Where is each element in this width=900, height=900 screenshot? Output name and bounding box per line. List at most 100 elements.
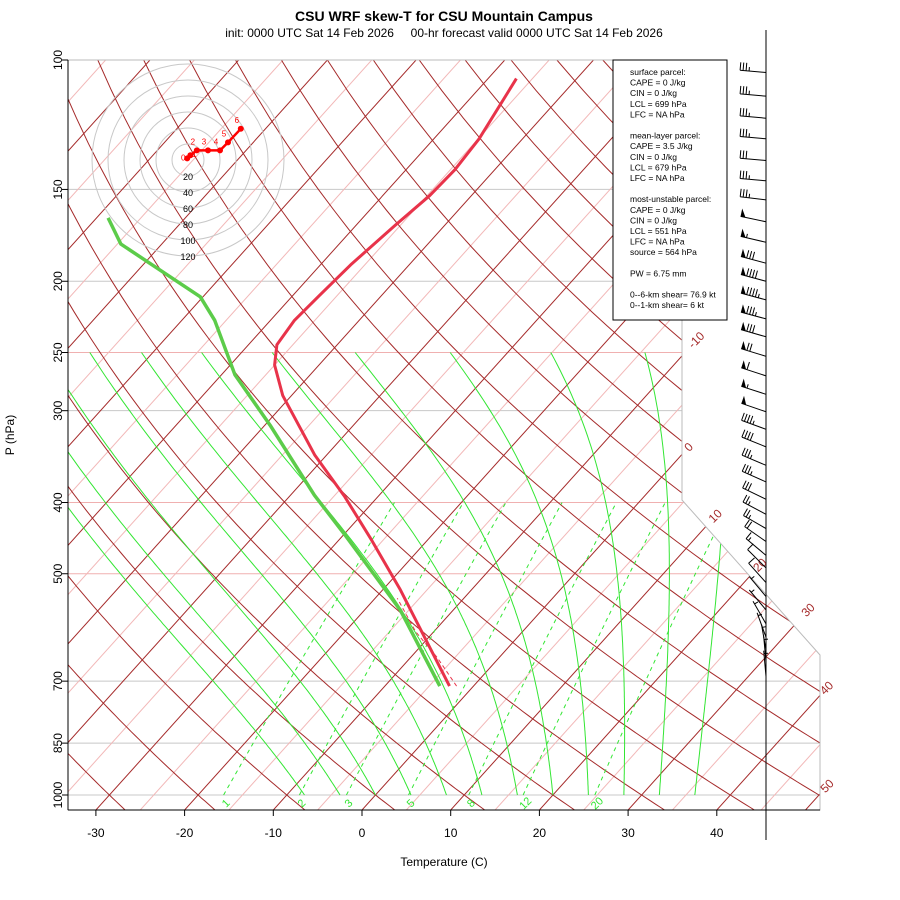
mixing-ratio-line <box>345 502 507 796</box>
moist-adiabat <box>89 352 412 796</box>
wind-barb <box>741 378 767 395</box>
dry-adiabat <box>217 60 820 810</box>
x-tick-label: 0 <box>359 826 366 840</box>
hodograph-point <box>217 147 223 154</box>
isotherm-line <box>582 60 820 810</box>
hodograph-ring-label: 60 <box>183 204 193 214</box>
isotherm-line <box>272 60 820 810</box>
isotherm-label: 0 <box>681 439 696 454</box>
isotherm-line <box>538 60 820 810</box>
p-tick-label: 700 <box>51 671 65 691</box>
hodograph-point-label: 1 <box>192 150 197 159</box>
wind-barb-staff <box>740 323 767 338</box>
wind-barb-staff <box>748 575 767 597</box>
mixing-ratio-line <box>594 502 730 796</box>
dry-adiabat <box>306 60 820 810</box>
dry-adiabat <box>68 60 486 810</box>
dry-adiabat <box>68 60 396 810</box>
wind-barb <box>740 228 767 243</box>
wind-barb-pennant <box>741 341 746 351</box>
info-line: 0--6-km shear= 76.9 kt <box>630 290 716 300</box>
info-line: CIN = 0 J/kg <box>630 215 677 225</box>
info-line: CIN = 0 J/kg <box>630 88 677 98</box>
parcel-line <box>396 598 458 687</box>
wind-barb <box>739 128 767 140</box>
wind-barb <box>744 519 767 542</box>
info-line: mean-layer parcel: <box>630 131 700 141</box>
wind-barb-staff <box>743 508 767 529</box>
hodograph-point <box>225 139 231 146</box>
wind-barb-staff <box>740 215 767 223</box>
wind-barb <box>742 480 767 500</box>
hodograph-point-label: 3 <box>202 137 207 146</box>
wind-barb-staff <box>741 447 767 466</box>
dry-adiabat <box>68 60 576 810</box>
isotherm-line <box>849 26 900 810</box>
wind-barb <box>763 636 769 663</box>
hodograph-point-label: 5 <box>222 129 227 138</box>
wind-barb <box>741 447 767 466</box>
mixing-ratio-line <box>223 502 395 796</box>
wind-barb <box>739 170 767 182</box>
info-line: source = 564 hPa <box>630 247 697 257</box>
wind-barb <box>740 208 767 223</box>
dry-adiabat <box>68 60 127 810</box>
wind-barb-staff <box>747 543 767 569</box>
x-tick-label: -20 <box>176 826 194 840</box>
wind-barb-staff <box>739 85 767 97</box>
wind-barbs <box>739 62 769 677</box>
p-tick-label: 200 <box>51 271 65 291</box>
p-tick-label: 300 <box>51 400 65 420</box>
hodograph-point <box>237 125 244 132</box>
hodograph-ring-label: 80 <box>183 220 193 230</box>
isotherm-line <box>715 60 820 810</box>
hodograph-point-label: 2 <box>191 137 196 146</box>
hodograph-point <box>193 147 200 154</box>
hodograph-ring <box>155 127 221 193</box>
wind-barb <box>739 85 767 97</box>
x-tick-label: 20 <box>533 826 547 840</box>
p-tick-label: 500 <box>51 563 65 583</box>
x-tick-label: 40 <box>710 826 724 840</box>
mixing-ratio-label: 2 <box>296 797 309 810</box>
wind-barb-staff <box>741 384 767 395</box>
isotherm-line <box>68 60 359 810</box>
info-line: CAPE = 0 J/kg <box>630 78 686 88</box>
wind-barb <box>748 575 767 597</box>
dry-adiabat <box>68 60 756 810</box>
wind-barb <box>763 650 769 677</box>
wind-barb-staff <box>739 128 767 140</box>
wind-barb <box>740 266 767 282</box>
info-line: surface parcel: <box>630 67 686 77</box>
wind-barb-staff <box>740 250 767 264</box>
isotherm-line <box>68 60 447 810</box>
wind-barb-pennant <box>740 208 746 218</box>
wind-barb-pennant <box>740 228 746 238</box>
wind-barb-staff <box>741 429 767 448</box>
info-line: LFC = NA hPa <box>630 109 685 119</box>
isotherm-line <box>68 60 713 810</box>
dry-adiabat <box>68 60 666 810</box>
hodograph: 20 40 60 80 100 120 0 1 2 3 456 <box>91 63 285 262</box>
wind-barb <box>742 494 767 515</box>
wind-barb-pennant <box>740 285 746 295</box>
wind-barb-staff <box>745 532 767 556</box>
wind-barb-staff <box>740 305 767 320</box>
info-line: LFC = NA hPa <box>630 237 685 247</box>
isotherm-line <box>68 60 669 810</box>
hodograph-ring-label: 40 <box>183 188 193 198</box>
info-line: LFC = NA hPa <box>630 173 685 183</box>
wind-barb <box>739 150 767 161</box>
hodograph-ring <box>123 95 253 225</box>
wind-barb <box>739 107 767 119</box>
wind-barb-pennant <box>740 266 746 276</box>
info-line: most-unstable parcel: <box>630 194 711 204</box>
p-tick-label: 1000 <box>51 781 65 808</box>
dry-adiabat <box>261 60 820 810</box>
info-line: CIN = 0 J/kg <box>630 152 677 162</box>
wind-barb-staff <box>740 286 767 301</box>
wind-barb-staff <box>739 62 767 74</box>
info-line: LCL = 551 hPa <box>630 226 687 236</box>
isotherm-line <box>68 60 492 810</box>
